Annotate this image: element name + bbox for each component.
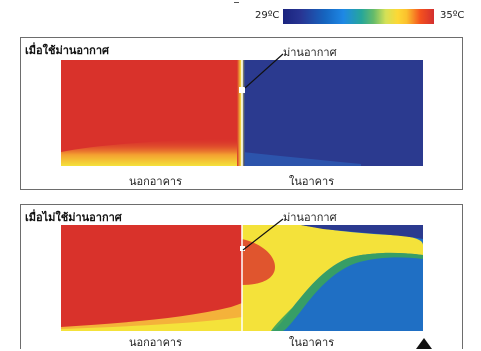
inside-floor-band xyxy=(242,152,361,166)
top-dash xyxy=(234,2,239,3)
thermal-image-with-curtain xyxy=(61,60,423,166)
warm-intrusion-band xyxy=(242,225,423,331)
legend-color-bar xyxy=(283,9,434,24)
inside-label: ในอาคาร xyxy=(289,175,335,188)
curtain-leader-line xyxy=(244,53,284,89)
panel-with-air-curtain: เมื่อใช้ม่านอากาศ ม่านอากาศ xyxy=(20,37,463,190)
thermal-image-without-curtain xyxy=(61,225,423,331)
hot-bulge xyxy=(242,239,275,285)
legend-min-label: 29ºC xyxy=(255,10,280,21)
air-curtain-marker xyxy=(239,87,245,93)
inside-cold-top xyxy=(301,225,423,239)
air-curtain-marker xyxy=(240,246,245,251)
air-curtain-label: ม่านอากาศ xyxy=(283,211,337,224)
panel-title: เมื่อไม่ใช้ม่านอากาศ xyxy=(25,211,122,224)
inside-cold-zone xyxy=(242,60,423,166)
curtain-leader-line xyxy=(242,218,284,251)
air-curtain-label: ม่านอากาศ xyxy=(283,46,337,59)
panel-without-air-curtain: เมื่อไม่ใช้ม่านอากาศ ม่านอากาศ นอกอาคาร … xyxy=(20,204,463,349)
outside-yellow-floor xyxy=(61,317,242,331)
green-fringe xyxy=(271,245,423,331)
scroll-up-arrow-icon[interactable] xyxy=(416,338,432,349)
curtain-boundary xyxy=(237,60,245,166)
legend-max-label: 35ºC xyxy=(440,10,465,21)
outside-warm-floor xyxy=(61,138,239,166)
outside-label: นอกอาคาร xyxy=(129,336,183,349)
outside-label: นอกอาคาร xyxy=(129,175,183,188)
inside-label: ในอาคาร xyxy=(289,336,335,349)
panel-title: เมื่อใช้ม่านอากาศ xyxy=(25,44,110,57)
